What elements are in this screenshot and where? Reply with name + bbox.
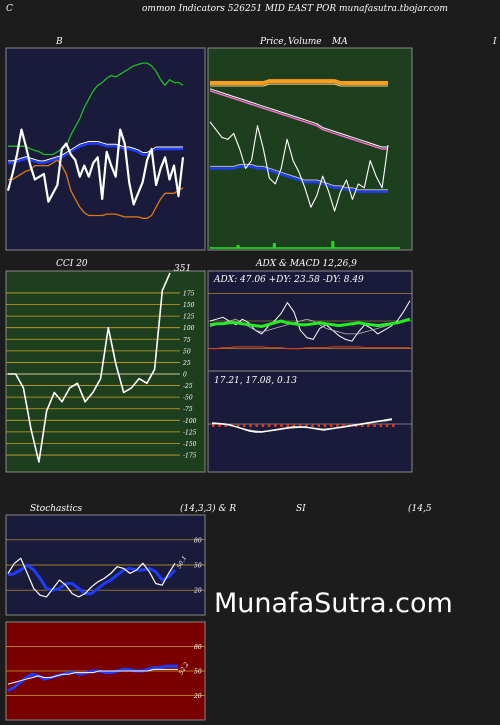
macd-histogram-bar bbox=[317, 424, 321, 427]
macd-histogram-bar bbox=[385, 424, 389, 427]
rsi-tick-label: 20 bbox=[193, 693, 202, 700]
volume-bar bbox=[331, 241, 335, 248]
cci-tick-label: 0 bbox=[183, 372, 187, 379]
adx-readout: ADX: 47.06 +DY: 23.58 -DY: 8.49 bbox=[214, 275, 364, 285]
price-ma-orange-edge bbox=[210, 83, 388, 87]
cci-tick-label: 150 bbox=[183, 302, 195, 309]
macd-histogram-bar bbox=[286, 424, 289, 427]
price-ma-white bbox=[209, 88, 388, 148]
stochastics-tick-label: 20 bbox=[193, 588, 202, 595]
price-title: Price, bbox=[260, 37, 287, 47]
adx-title: ADX & MACD 12,26,9 bbox=[256, 259, 357, 269]
cci-tick-label: 25 bbox=[182, 360, 191, 367]
macd-histogram-bar bbox=[261, 424, 265, 427]
price-title-volume: Volume bbox=[288, 37, 322, 47]
macd-histogram-bar bbox=[323, 424, 327, 427]
bollinger-price-line bbox=[6, 128, 185, 206]
cci-title: CCI 20 bbox=[56, 259, 88, 269]
cci-tick-label: -75 bbox=[183, 406, 193, 413]
macd-histogram-bar bbox=[373, 424, 376, 427]
bollinger-upper-band bbox=[8, 62, 184, 156]
header-left-letter: C bbox=[6, 4, 13, 14]
header-title: ommon Indicators 526251 MID EAST POR mun… bbox=[142, 4, 448, 14]
macd-line bbox=[211, 418, 393, 433]
rsi-tick-label: 80 bbox=[194, 644, 202, 651]
stochastics-tick-label: 80 bbox=[194, 537, 202, 544]
cci-tick-label: 100 bbox=[183, 325, 195, 332]
macd-histogram-bar bbox=[336, 424, 339, 427]
macd-histogram-bar bbox=[311, 424, 314, 427]
cci-tick-label: -125 bbox=[183, 429, 197, 436]
price-ma-grey bbox=[210, 164, 388, 191]
macd-histogram-bar bbox=[255, 424, 258, 427]
price-edge-letter: I bbox=[493, 37, 497, 47]
bollinger-middle-band bbox=[8, 142, 183, 165]
volume-bar bbox=[272, 243, 276, 248]
macd-histogram-bar bbox=[342, 424, 345, 427]
bollinger-lower-band bbox=[8, 159, 184, 219]
watermark: MunafaSutra.com bbox=[214, 588, 453, 619]
macd-histogram-bar bbox=[360, 424, 364, 427]
price-line bbox=[209, 121, 389, 212]
macd-histogram-bar bbox=[218, 424, 221, 427]
macd-histogram-bar bbox=[379, 424, 383, 427]
cci-tick-label: -150 bbox=[183, 441, 197, 448]
macd-histogram-bar bbox=[224, 424, 227, 427]
stochastics-params: (14,3,3) & R bbox=[180, 504, 237, 514]
macd-histogram-bar bbox=[329, 424, 333, 427]
price-title-ma: MA bbox=[332, 37, 348, 47]
cci-tick-label: 75 bbox=[183, 337, 191, 344]
macd-readout: 17.21, 17.08, 0.13 bbox=[214, 376, 298, 386]
macd-histogram-bar bbox=[236, 424, 240, 427]
adx-line bbox=[209, 317, 411, 328]
rsi-title: SI bbox=[296, 504, 306, 514]
macd-histogram-bar bbox=[367, 424, 370, 427]
macd-histogram-bar bbox=[212, 424, 215, 427]
adx-red-line bbox=[210, 346, 410, 350]
cci-tick-label: 175 bbox=[183, 290, 195, 297]
stochastics-title: Stochastics bbox=[30, 504, 83, 514]
macd-histogram-bar bbox=[243, 424, 246, 427]
cci-tick-label: 125 bbox=[183, 314, 195, 321]
cci-tick-label: -50 bbox=[183, 395, 193, 402]
price-ma-orange bbox=[210, 79, 388, 85]
stochastics-tick-label: 50 bbox=[194, 563, 202, 570]
volume-bar bbox=[236, 245, 240, 248]
cci-tick-label: -25 bbox=[183, 383, 193, 390]
cci-tick-label: 50 bbox=[183, 348, 191, 355]
macd-histogram-bar bbox=[292, 424, 296, 427]
macd-histogram-bar bbox=[249, 424, 252, 427]
macd-histogram-bar bbox=[267, 424, 271, 427]
cci-line bbox=[8, 272, 171, 463]
price-ma-pink bbox=[209, 90, 388, 150]
stochastics-k-line bbox=[7, 557, 176, 598]
rsi-average-line bbox=[7, 668, 178, 685]
adx-plus-di-line bbox=[209, 300, 411, 342]
macd-histogram-bar bbox=[274, 424, 277, 427]
macd-histogram-bar bbox=[298, 424, 302, 427]
cci-last-value: 351 bbox=[174, 264, 192, 274]
cci-panel bbox=[5, 270, 206, 473]
macd-histogram-bar bbox=[305, 424, 308, 427]
rsi-params: (14,5 bbox=[408, 504, 432, 514]
bollinger-middle-band-shadow bbox=[8, 141, 183, 162]
rsi-line bbox=[7, 664, 178, 693]
rsi-tick-label: 50 bbox=[194, 669, 202, 676]
macd-histogram-bar bbox=[280, 424, 283, 427]
bollinger-title: B bbox=[56, 37, 63, 47]
cci-tick-label: -175 bbox=[183, 453, 197, 460]
macd-panel bbox=[207, 370, 413, 473]
cci-tick-label: -100 bbox=[183, 418, 197, 425]
price-ma-blue bbox=[210, 165, 388, 193]
macd-histogram-bar bbox=[392, 424, 395, 427]
